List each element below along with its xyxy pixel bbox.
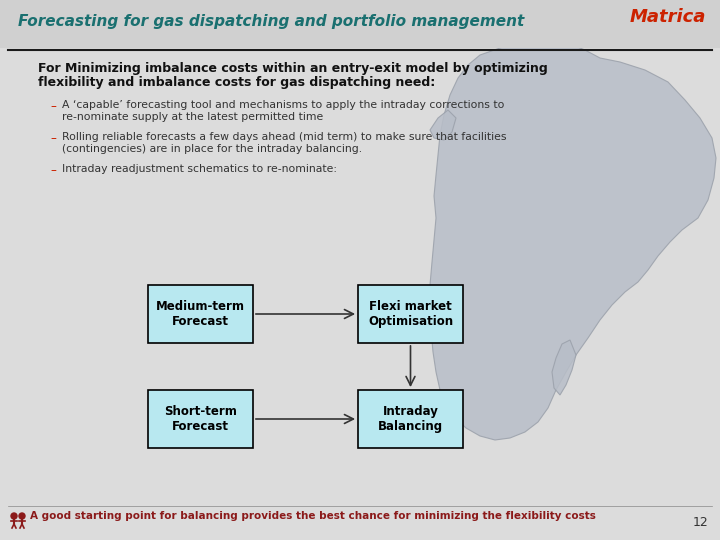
Text: flexibility and imbalance costs for gas dispatching need:: flexibility and imbalance costs for gas … [38, 76, 436, 89]
Text: Intraday readjustment schematics to re-nominate:: Intraday readjustment schematics to re-n… [62, 164, 337, 174]
Bar [0, 0, 720, 48]
FancyBboxPatch shape [148, 285, 253, 343]
Circle shape [11, 513, 17, 519]
Text: A ‘capable’ forecasting tool and mechanisms to apply the intraday corrections to: A ‘capable’ forecasting tool and mechani… [62, 100, 505, 110]
Circle shape [19, 513, 25, 519]
Polygon shape [430, 38, 716, 440]
Text: Flexi market
Optimisation: Flexi market Optimisation [368, 300, 453, 328]
Text: Short-term
Forecast: Short-term Forecast [164, 405, 237, 433]
Text: Medium-term
Forecast: Medium-term Forecast [156, 300, 245, 328]
Text: 12: 12 [692, 516, 708, 529]
Text: Matrica: Matrica [629, 8, 706, 26]
Polygon shape [430, 110, 456, 140]
Polygon shape [552, 340, 576, 395]
FancyBboxPatch shape [358, 390, 463, 448]
FancyBboxPatch shape [358, 285, 463, 343]
Text: Forecasting for gas dispatching and portfolio management: Forecasting for gas dispatching and port… [18, 14, 524, 29]
Text: –: – [50, 132, 56, 145]
Text: Intraday
Balancing: Intraday Balancing [378, 405, 443, 433]
Text: –: – [50, 164, 56, 177]
Text: re-nominate supply at the latest permitted time: re-nominate supply at the latest permitt… [62, 112, 323, 122]
Text: A good starting point for balancing provides the best chance for minimizing the : A good starting point for balancing prov… [30, 511, 596, 521]
Text: –: – [50, 100, 56, 113]
Text: For Minimizing imbalance costs within an entry-exit model by optimizing: For Minimizing imbalance costs within an… [38, 62, 548, 75]
Text: (contingencies) are in place for the intraday balancing.: (contingencies) are in place for the int… [62, 144, 362, 154]
FancyBboxPatch shape [148, 390, 253, 448]
Text: Rolling reliable forecasts a few days ahead (mid term) to make sure that facilit: Rolling reliable forecasts a few days ah… [62, 132, 506, 142]
